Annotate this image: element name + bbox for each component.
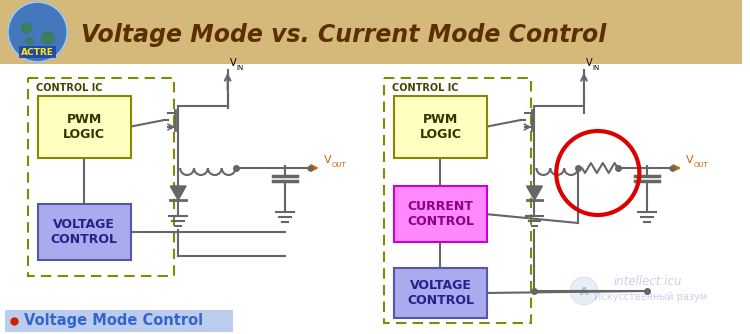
Polygon shape (170, 186, 186, 200)
Circle shape (570, 277, 598, 305)
Circle shape (26, 38, 34, 45)
Text: V: V (230, 58, 236, 68)
Text: VOLTAGE
CONTROL: VOLTAGE CONTROL (407, 279, 474, 307)
Text: Voltage Mode Control: Voltage Mode Control (24, 314, 203, 329)
Text: V: V (586, 58, 592, 68)
Circle shape (22, 23, 32, 33)
Text: V: V (686, 155, 694, 165)
Text: Voltage Mode vs. Current Mode Control: Voltage Mode vs. Current Mode Control (81, 23, 607, 47)
FancyBboxPatch shape (394, 268, 487, 318)
Polygon shape (526, 186, 542, 200)
Text: V: V (324, 155, 332, 165)
Text: Искусственный разум: Искусственный разум (594, 292, 707, 302)
Text: CURRENT
CONTROL: CURRENT CONTROL (407, 200, 474, 228)
Text: CONTROL IC: CONTROL IC (36, 83, 102, 93)
Circle shape (42, 32, 54, 44)
Text: PWM
LOGIC: PWM LOGIC (63, 113, 105, 141)
Text: OUT: OUT (332, 162, 346, 168)
Circle shape (8, 2, 68, 62)
Text: IN: IN (592, 65, 600, 71)
Text: VOLTAGE
CONTROL: VOLTAGE CONTROL (51, 218, 118, 246)
FancyBboxPatch shape (0, 0, 742, 64)
FancyBboxPatch shape (38, 96, 130, 158)
Text: PWM
LOGIC: PWM LOGIC (419, 113, 461, 141)
FancyBboxPatch shape (38, 204, 130, 260)
Text: intellect.icu: intellect.icu (614, 275, 682, 288)
Text: A: A (580, 287, 588, 297)
FancyBboxPatch shape (394, 186, 487, 242)
Text: CONTROL IC: CONTROL IC (392, 83, 458, 93)
Text: IN: IN (236, 65, 244, 71)
FancyBboxPatch shape (5, 310, 232, 332)
FancyBboxPatch shape (394, 96, 487, 158)
Text: OUT: OUT (694, 162, 709, 168)
Text: ACTRE: ACTRE (21, 47, 54, 56)
